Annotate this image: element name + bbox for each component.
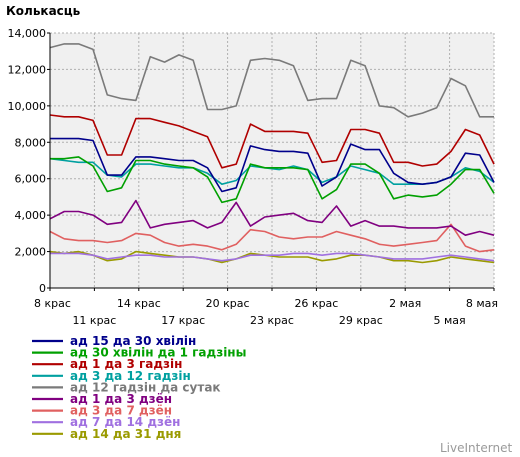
series-lines — [49, 43, 495, 264]
series-line — [49, 223, 495, 253]
y-tick-label: 14,000 — [8, 27, 47, 40]
legend-label: ад 7 да 14 дзён — [70, 415, 180, 429]
x-tick-label: 5 мая — [434, 314, 466, 327]
legend-label: ад 30 хвілін да 1 гадзіны — [70, 346, 246, 360]
legend-label: ад 3 да 12 гадзін — [70, 369, 191, 383]
x-tick-label: 26 крас — [294, 297, 338, 310]
y-tick-labels: 0 2,000 4,000 6,000 8,000 10,000 12,000 14,000 — [8, 27, 50, 295]
x-tick-label: 20 крас — [206, 297, 250, 310]
x-tick-label: 17 крас — [161, 314, 205, 327]
series-line — [49, 114, 495, 169]
x-tick-label: 8 мая — [466, 297, 498, 310]
y-tick-label: 4,000 — [15, 209, 47, 222]
series-line — [49, 250, 495, 264]
x-tick-label: 11 крас — [72, 314, 116, 327]
y-tick-label: 0 — [39, 282, 46, 295]
x-tick-label: 8 крас — [34, 297, 71, 310]
y-tick-label: 8,000 — [15, 136, 47, 149]
series-line — [49, 43, 494, 118]
legend-label: ад 15 да 30 хвілін — [70, 334, 196, 348]
y-tick-label: 10,000 — [8, 100, 47, 113]
x-tick-label: 2 мая — [389, 297, 421, 310]
chart-title: Колькасць — [6, 4, 81, 18]
legend-label: ад 1 да 3 гадзін — [70, 357, 182, 371]
series-line — [50, 137, 495, 193]
legend-label: ад 1 да 3 дзён — [70, 392, 172, 406]
series-line — [49, 199, 495, 236]
series-line — [50, 156, 495, 204]
watermark: LiveInternet — [440, 441, 512, 455]
y-tick-label: 2,000 — [15, 246, 47, 259]
x-tick-label: 23 крас — [250, 314, 294, 327]
x-tick-label: 14 крас — [117, 297, 161, 310]
y-tick-label: 6,000 — [15, 173, 47, 186]
legend-label: ад 3 да 7 дзён — [70, 404, 172, 418]
y-tick-label: 12,000 — [8, 63, 47, 76]
legend-label: ад 12 гадзін да сутак — [70, 380, 221, 394]
x-tick-label: 29 крас — [339, 314, 383, 327]
legend-label: ад 14 да 31 дня — [70, 427, 181, 441]
series-line — [50, 252, 495, 262]
